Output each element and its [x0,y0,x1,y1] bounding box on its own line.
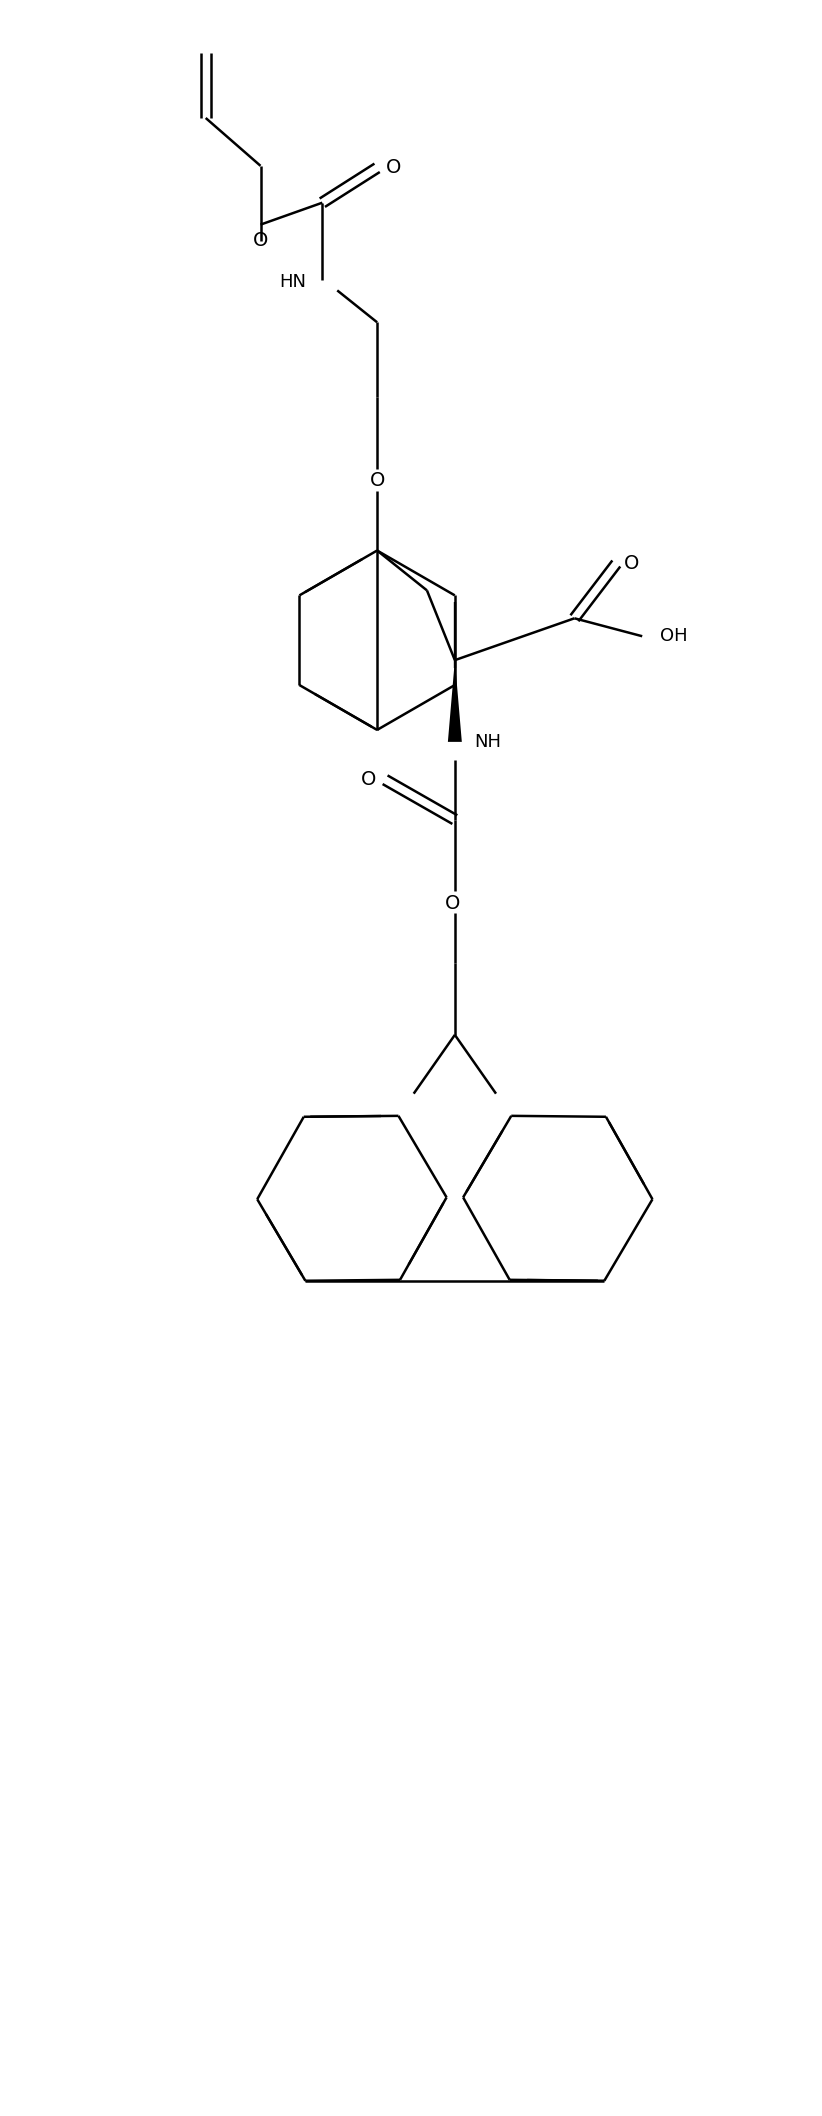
Text: O: O [446,893,460,912]
Text: OH: OH [660,626,688,645]
Polygon shape [448,660,462,743]
Text: O: O [369,472,385,491]
Text: O: O [253,231,268,250]
Text: HN: HN [279,273,306,292]
Text: O: O [386,159,402,178]
Text: O: O [624,554,639,573]
Text: O: O [361,770,376,789]
Text: NH: NH [474,732,501,751]
